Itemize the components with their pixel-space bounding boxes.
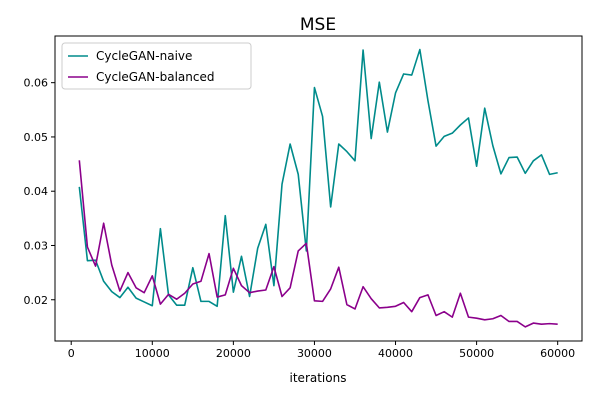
legend-label-2: CycleGAN-balanced: [96, 70, 214, 84]
x-tick-label: 40000: [378, 347, 413, 360]
y-axis: 0.02 0.03 0.04 0.05 0.06: [24, 77, 55, 307]
axes-frame: [54, 35, 583, 342]
series-line-1: [78, 48, 558, 308]
y-tick-label: 0.03: [24, 239, 49, 252]
x-tick-label: 0: [68, 347, 75, 360]
y-tick-label: 0.04: [24, 185, 49, 198]
x-tick-label: 50000: [459, 347, 494, 360]
x-axis-label: iterations: [290, 371, 347, 385]
plot-frame: [54, 35, 583, 342]
x-tick-label: 60000: [540, 347, 575, 360]
y-tick-label: 0.05: [24, 131, 49, 144]
legend: CycleGAN-naive CycleGAN-balanced: [61, 42, 252, 90]
x-tick-label: 10000: [135, 347, 170, 360]
plot-lines: [78, 48, 558, 328]
series-line-2: [78, 160, 558, 328]
x-tick-label: 30000: [297, 347, 332, 360]
x-tick-label: 20000: [216, 347, 251, 360]
x-axis: 0 10000 20000 30000 40000 50000 60000: [68, 341, 575, 360]
y-tick-label: 0.02: [24, 294, 49, 307]
legend-label-1: CycleGAN-naive: [96, 49, 192, 63]
chart-title: MSE: [300, 15, 336, 35]
legend-box: [61, 42, 252, 90]
y-tick-label: 0.06: [24, 77, 49, 90]
